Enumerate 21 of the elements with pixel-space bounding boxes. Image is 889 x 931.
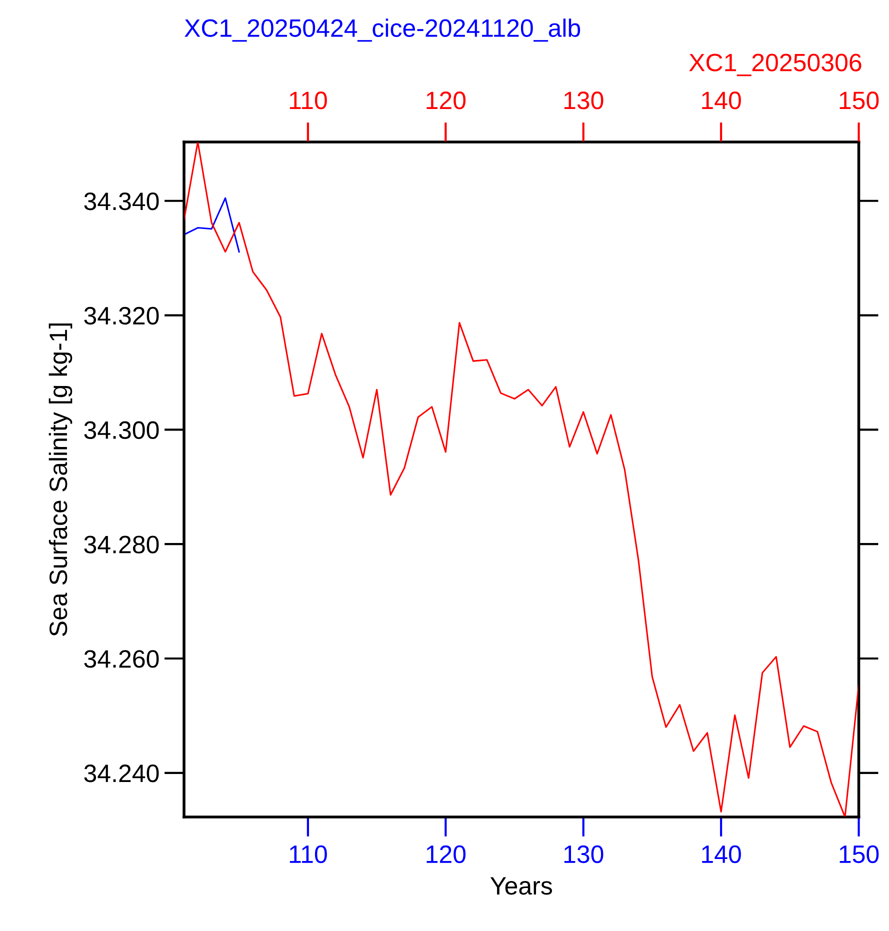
x-tick-label: 140 (702, 845, 741, 864)
x-tick-label: 110 (290, 845, 327, 864)
text: XC1_20250306 (689, 54, 862, 76)
x-tick-label: 130 (564, 845, 604, 864)
x-tick-label: 150 (840, 845, 879, 864)
x2-tick-label: 120 (426, 92, 466, 110)
x2-tick-label: 130 (564, 92, 604, 110)
x-axis-title: Years (490, 877, 552, 895)
y-tick-label: 34.300 (84, 421, 159, 440)
y-tick-label: 34.320 (84, 306, 159, 325)
x2-tick-label: 140 (702, 92, 741, 110)
x2-tick-label: 150 (840, 92, 879, 110)
line-series (184, 197, 240, 253)
x2-tick-label: 110 (290, 92, 327, 110)
y-tick-label: 34.240 (84, 764, 159, 782)
y-tick-label: 34.260 (84, 650, 159, 668)
y-axis-title: Sea Surface Salinity [g kg-1] (48, 324, 72, 636)
y-tick-label: 34.280 (84, 536, 159, 554)
y-tick-label: 34.340 (84, 192, 159, 210)
text: XC1_20250424_cice-20241120_alb (184, 18, 580, 42)
x-tick-label: 120 (426, 845, 466, 864)
